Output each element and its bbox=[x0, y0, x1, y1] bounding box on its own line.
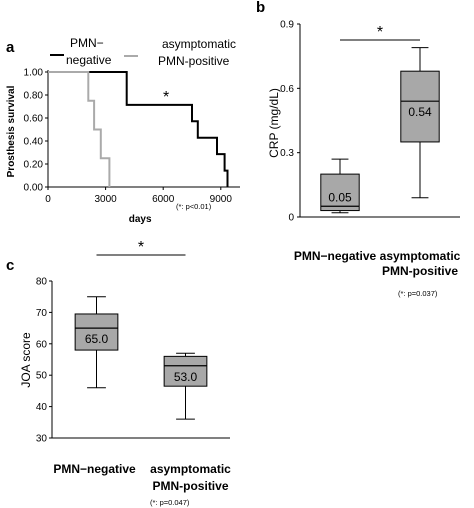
y-tick-label: 1.00 bbox=[24, 68, 44, 79]
y-tick-label: 0.20 bbox=[24, 160, 44, 171]
median-value-label: 65.0 bbox=[85, 332, 109, 346]
panel-b-crp-boxplot: b 0 0.3 0.6 0.9 0.05 0.54 * CRP (mg/dL) PMN−nega… bbox=[256, 0, 461, 298]
category-label: asymptomatic bbox=[150, 462, 231, 476]
box-iqr bbox=[74, 313, 119, 351]
x-tick-label: 9000 bbox=[210, 194, 233, 205]
p-value-note: (*: p=0.047) bbox=[150, 498, 190, 507]
x-tick-label: 3000 bbox=[94, 194, 117, 205]
p-value-note: (*: p<0.01) bbox=[176, 202, 212, 211]
y-tick-label: 0.6 bbox=[280, 84, 294, 95]
category-label: PMN-positive bbox=[152, 479, 228, 493]
median-value-label: 53.0 bbox=[174, 370, 198, 384]
legend-label: PMN-positive bbox=[158, 54, 230, 68]
y-axis-title: JOA score bbox=[19, 332, 33, 388]
y-tick-label: 0.60 bbox=[24, 114, 44, 125]
significance-star: * bbox=[138, 239, 144, 256]
y-tick-label: 70 bbox=[36, 308, 48, 319]
panel-b-label: b bbox=[256, 0, 265, 16]
median-value-label: 0.54 bbox=[408, 105, 432, 119]
y-axis-title: Prosthesis survival bbox=[6, 85, 17, 177]
x-tick-label: 6000 bbox=[152, 194, 175, 205]
km-curve-pmn-negative bbox=[48, 71, 229, 187]
panel-a-km-chart: a 0.00 0.20 0.40 0.60 0.80 1.00 0 3000 6000 9000 d… bbox=[6, 36, 240, 225]
legend-label: PMN− bbox=[70, 36, 104, 50]
y-axis-title: CRP (mg/dL) bbox=[267, 88, 281, 158]
y-tick-label: 40 bbox=[36, 402, 48, 413]
p-value-note: (*: p=0.037) bbox=[398, 289, 438, 298]
panel-c-joa-boxplot: c 30 40 50 60 70 80 65.0 53.0 * JOA score PMN−nega… bbox=[6, 239, 231, 507]
panel-a-label: a bbox=[6, 39, 15, 56]
y-tick-label: 80 bbox=[36, 277, 48, 288]
y-tick-label: 0.9 bbox=[280, 20, 294, 31]
y-tick-label: 50 bbox=[36, 371, 48, 382]
x-axis-title: days bbox=[129, 214, 152, 225]
category-label: PMN−negative bbox=[53, 462, 136, 476]
box-iqr bbox=[163, 355, 208, 387]
panel-c-label: c bbox=[6, 257, 14, 274]
category-label: PMN-positive bbox=[382, 264, 458, 278]
y-tick-label: 0.3 bbox=[280, 148, 294, 159]
box-iqr bbox=[400, 70, 440, 143]
category-label: PMN−negative bbox=[294, 249, 377, 263]
category-label: asymptomatic bbox=[380, 249, 461, 263]
significance-star: * bbox=[163, 89, 169, 106]
legend-label: negative bbox=[66, 53, 112, 67]
y-tick-label: 0.40 bbox=[24, 137, 44, 148]
y-tick-label: 30 bbox=[36, 434, 48, 445]
median-value-label: 0.05 bbox=[328, 190, 352, 204]
legend-label: asymptomatic bbox=[162, 37, 236, 51]
y-tick-label: 0 bbox=[288, 213, 294, 224]
significance-star: * bbox=[377, 24, 383, 41]
y-tick-label: 0.00 bbox=[24, 183, 44, 194]
y-tick-label: 0.80 bbox=[24, 91, 44, 102]
x-tick-label: 0 bbox=[45, 194, 51, 205]
box-iqr bbox=[320, 173, 360, 212]
y-tick-label: 60 bbox=[36, 339, 48, 350]
km-curve-pmn-positive bbox=[48, 71, 111, 187]
